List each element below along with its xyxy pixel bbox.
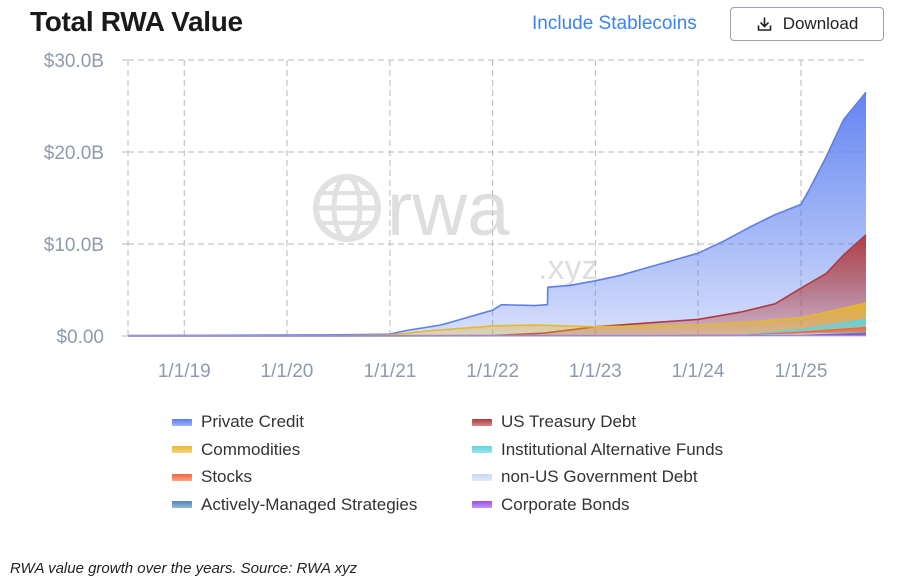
globe-icon [313, 174, 381, 242]
chart-title: Total RWA Value [30, 6, 243, 37]
legend-swatch [472, 473, 492, 481]
legend-swatch [472, 501, 492, 508]
legend-swatch [172, 446, 192, 453]
x-tick-label: 1/1/21 [364, 361, 417, 382]
y-tick-label: $10.0B [44, 235, 104, 256]
watermark: rwa .xyz [313, 167, 598, 287]
x-tick-label: 1/1/24 [672, 361, 725, 382]
legend-swatch [172, 473, 192, 481]
include-stablecoins-toggle[interactable]: Include Stablecoins [532, 13, 697, 34]
legend-label: non-US Government Debt [501, 467, 698, 486]
legend-item[interactable]: Institutional Alternative Funds [472, 440, 723, 460]
x-tick-label: 1/1/25 [775, 361, 828, 382]
download-button-label: Download [782, 14, 859, 33]
legend-item[interactable]: Private Credit [172, 412, 304, 432]
x-tick-label: 1/1/22 [466, 361, 519, 382]
legend-item[interactable]: Actively-Managed Strategies [172, 495, 417, 515]
x-tick-label: 1/1/19 [158, 361, 211, 382]
legend-swatch [172, 418, 192, 426]
legend-item[interactable]: Corporate Bonds [472, 495, 630, 515]
legend-swatch [172, 501, 192, 508]
legend-label: US Treasury Debt [501, 412, 637, 431]
legend-label: Stocks [201, 467, 253, 486]
chart-axes: $0.00 $10.0B $20.0B $30.0B 1/1/19 1/1/20 1/1/2… [44, 51, 866, 382]
watermark-text: rwa [387, 167, 510, 252]
x-tick-label: 1/1/23 [569, 361, 622, 382]
watermark-suffix: .xyz [538, 249, 598, 287]
download-button[interactable]: Download [730, 7, 884, 41]
figure-caption: RWA value growth over the years. Source:… [10, 560, 358, 577]
legend-item[interactable]: non-US Government Debt [472, 467, 698, 487]
y-tick-label: $30.0B [44, 51, 104, 72]
legend-label: Private Credit [201, 412, 304, 431]
x-tick-label: 1/1/20 [261, 361, 314, 382]
legend-label: Actively-Managed Strategies [201, 494, 418, 514]
line-private-credit [127, 91, 867, 337]
legend-item[interactable]: US Treasury Debt [472, 412, 636, 432]
download-icon [756, 16, 773, 33]
area-private-credit [128, 92, 866, 336]
legend-swatch [472, 446, 492, 453]
legend-label: Institutional Alternative Funds [501, 439, 724, 459]
chart-legend: Private Credit US Treasury Debt Commoditie… [172, 412, 792, 522]
rwa-area-chart: rwa .xyz $0.00 $10.0B $20.0B $30.0B 1/1/19 1/… [44, 51, 867, 382]
y-tick-label: $0.00 [56, 327, 104, 348]
area-commodities [128, 302, 866, 336]
legend-label: Corporate Bonds [501, 494, 630, 514]
legend-label: Commodities [201, 439, 301, 459]
legend-item[interactable]: Commodities [172, 440, 300, 460]
legend-swatch [472, 418, 492, 426]
y-tick-label: $20.0B [44, 143, 104, 164]
legend-item[interactable]: Stocks [172, 467, 252, 487]
